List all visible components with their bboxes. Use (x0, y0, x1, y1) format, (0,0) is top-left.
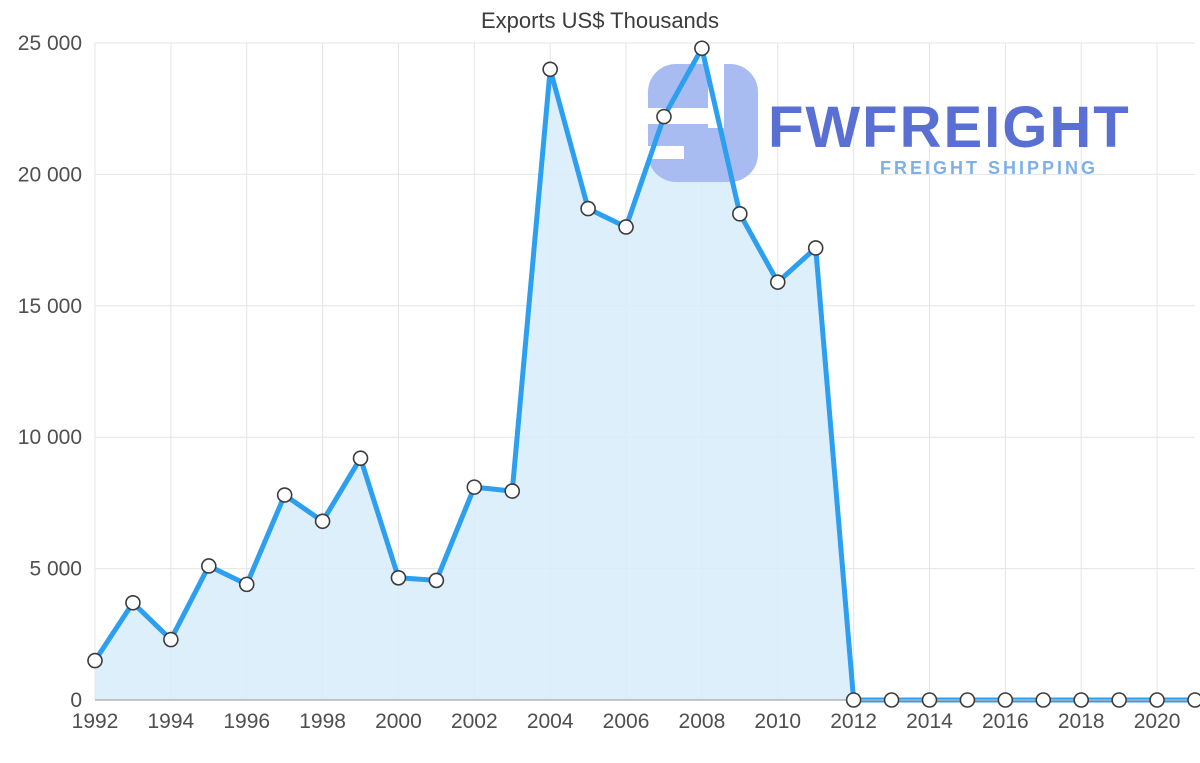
x-axis-tick-label: 2020 (1134, 710, 1181, 733)
x-axis-tick-label: 1998 (299, 710, 346, 733)
data-points (87, 40, 1200, 708)
y-axis-tick-label: 15 000 (18, 295, 82, 318)
data-point-marker (618, 219, 634, 235)
watermark-logo: FWFREIGHT FREIGHT SHIPPING (648, 64, 1131, 182)
data-point-marker (807, 240, 824, 256)
x-axis-tick-label: 2012 (830, 710, 877, 733)
fwfreight-logo-icon-cut (648, 146, 684, 159)
watermark-tagline-text: FREIGHT SHIPPING (880, 158, 1098, 178)
data-point-marker (883, 692, 900, 708)
watermark-brand-text: FWFREIGHT (768, 95, 1131, 160)
x-axis-tick-label: 2004 (527, 710, 574, 733)
data-point-marker (997, 692, 1014, 708)
y-axis-tick-label: 10 000 (18, 426, 82, 449)
data-point-marker (1149, 692, 1165, 708)
data-point-marker (1035, 692, 1052, 708)
data-point-marker (694, 40, 710, 57)
data-point-marker (959, 692, 976, 708)
data-point-marker (656, 108, 672, 125)
x-axis-tick-label: 2014 (906, 710, 953, 733)
y-axis-tick-label: 20 000 (18, 163, 82, 186)
data-point-marker (125, 594, 141, 611)
data-point-marker (352, 450, 369, 467)
data-point-marker (845, 692, 862, 708)
data-point-marker (580, 200, 596, 217)
y-axis-tick-label: 25 000 (18, 32, 82, 55)
chart-title: Exports US$ Thousands (480, 8, 720, 33)
x-axis-tick-label: 1996 (223, 710, 270, 733)
x-axis-tick-label: 2010 (754, 710, 801, 733)
x-axis-tick-label: 2002 (451, 710, 498, 733)
x-axis-tick-label: 2016 (982, 710, 1029, 733)
fwfreight-logo-icon-cut (708, 64, 724, 128)
data-point-marker (1111, 692, 1127, 708)
x-axis-tick-label: 2000 (375, 710, 422, 733)
data-point-marker (504, 483, 521, 499)
data-point-marker (1187, 692, 1200, 708)
data-point-marker (276, 487, 293, 503)
y-axis-tick-label: 5 000 (29, 558, 82, 581)
data-point-marker (163, 631, 179, 648)
area-fill (95, 48, 1195, 701)
data-point-marker (200, 558, 217, 574)
data-point-marker (732, 206, 748, 222)
data-point-marker (238, 576, 255, 593)
data-point-marker (1073, 692, 1090, 708)
data-point-marker (921, 692, 938, 708)
data-point-marker (87, 652, 103, 669)
gridlines: 0 5 000 10 000 15 000 20 000 25 000 1992 1994 19… (18, 32, 1195, 733)
x-axis-tick-label: 1994 (148, 710, 195, 733)
data-point-marker (314, 513, 331, 530)
x-axis-tick-label: 2006 (603, 710, 650, 733)
x-axis-tick-label: 1992 (72, 710, 119, 733)
data-point-marker (542, 61, 558, 78)
data-point-marker (466, 479, 483, 495)
data-point-marker (390, 569, 407, 586)
y-axis-tick-label: 0 (70, 689, 82, 712)
x-axis-tick-label: 2018 (1058, 710, 1105, 733)
data-point-marker (769, 274, 786, 290)
x-axis-tick-label: 2008 (679, 710, 726, 733)
data-point-marker (428, 572, 445, 589)
